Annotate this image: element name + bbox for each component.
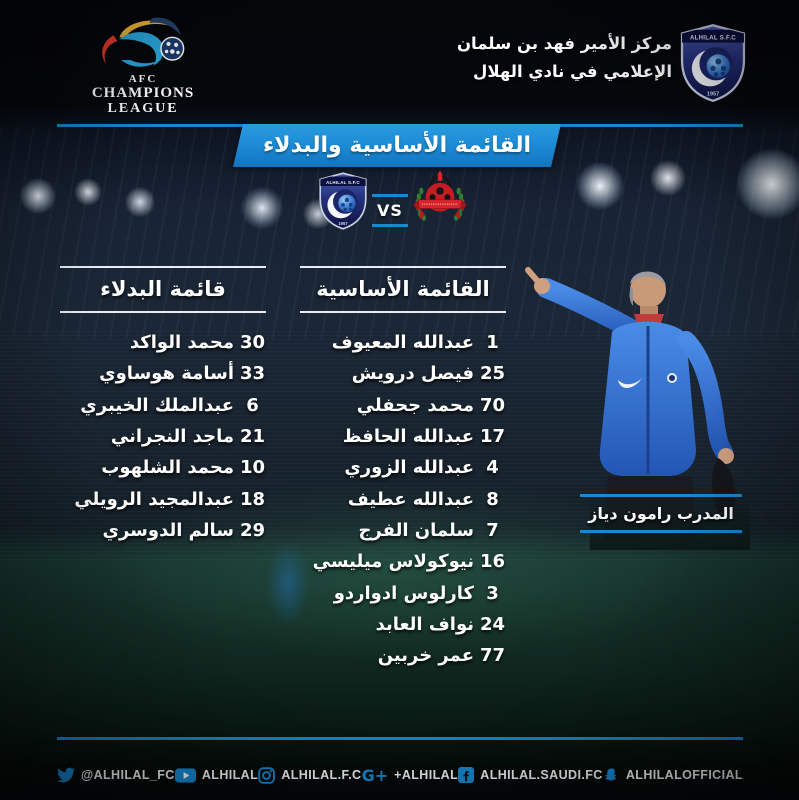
afc-logo-text-league: LEAGUE <box>107 101 179 116</box>
afc-swirl-icon <box>91 12 195 74</box>
player-row: 8 عبدالله عطيف <box>300 483 506 514</box>
player-number: 4 <box>486 457 499 479</box>
player-number: 25 <box>479 363 506 385</box>
instagram-icon <box>258 766 276 784</box>
media-center-line1: مركز الأمير فهد بن سلمان <box>456 34 672 53</box>
player-row: 24 نواف العابد <box>300 609 506 640</box>
player-number: 29 <box>239 519 266 541</box>
substitutes-rows: 30 محمد الواكد 33 أسامة هوساوي 6 عبدالملك ا… <box>60 327 266 546</box>
player-row: 29 سالم الدوسري <box>60 515 266 546</box>
player-number: 6 <box>246 394 259 416</box>
vs-bottom-bar <box>372 224 408 227</box>
social-handle: +ALHILAL <box>394 768 459 782</box>
player-name: سالم الدوسري <box>102 519 234 541</box>
player-row: 4 عبدالله الزوري <box>300 452 506 483</box>
player-number: 21 <box>239 426 266 448</box>
afc-logo-text-champions: CHAMPIONS <box>91 85 195 101</box>
player-name: نواف العابد <box>375 613 474 635</box>
social-bar: @ALHILAL_FC ALHILAL ALHILAL.F.C G+ +ALHI… <box>57 756 743 794</box>
player-number: 33 <box>239 363 266 385</box>
social-handle: ALHILAL.F.C <box>281 768 362 782</box>
social-handle: ALHILALOFFICIAL <box>625 768 743 782</box>
player-name: فيصل درويش <box>351 363 474 385</box>
googleplus-icon: G+ <box>361 765 389 785</box>
substitutes-title: قائمة البدلاء <box>60 266 266 313</box>
player-number: 1 <box>486 332 499 354</box>
player-name: كارلوس ادواردو <box>333 582 474 604</box>
player-name: سلمان الفرج <box>358 519 474 541</box>
player-name: عمر خربين <box>377 645 474 667</box>
media-center-line2: الإعلامي في نادي الهلال <box>473 62 672 81</box>
player-name: أسامة هوساوي <box>99 363 234 385</box>
social-item-youtube[interactable]: ALHILAL <box>174 767 259 783</box>
player-name: عبدالله الزوري <box>344 457 474 479</box>
player-number: 70 <box>479 394 506 416</box>
coach-label: المدرب رامون دياز <box>588 504 734 523</box>
player-row: 17 عبدالله الحافظ <box>300 421 506 452</box>
alhilal-crest-small <box>318 171 368 231</box>
social-handle: ALHILAL.SAUDI.FC <box>480 768 603 782</box>
player-row: 10 محمد الشلهوب <box>60 452 266 483</box>
facebook-icon <box>458 767 475 783</box>
player-row: 70 محمد جحفلي <box>300 390 506 421</box>
player-name: ماجد النجراني <box>110 426 234 448</box>
twitter-icon <box>57 766 75 784</box>
social-item-instagram[interactable]: ALHILAL.F.C <box>258 766 362 784</box>
social-handle: ALHILAL <box>201 768 259 782</box>
social-item-twitter[interactable]: @ALHILAL_FC <box>57 766 175 784</box>
coach-label-block: المدرب رامون دياز <box>580 494 742 533</box>
player-name: عبدالله الحافظ <box>342 426 474 448</box>
player-name: محمد الشلهوب <box>101 457 234 479</box>
starting-lineup-rows: 1 عبدالله المعيوف 25 فيصل درويش 70 محمد جحف… <box>300 327 506 671</box>
social-item-googleplus[interactable]: G+ +ALHILAL <box>362 766 459 785</box>
footer-divider-line <box>57 737 743 740</box>
player-row: 3 كارلوس ادواردو <box>300 577 506 608</box>
player-number: 10 <box>239 457 266 479</box>
player-name: عبدالله المعيوف <box>331 332 474 354</box>
opponent-crest <box>412 166 468 236</box>
player-name: نيوكولاس ميليسي <box>312 551 474 573</box>
starting-lineup-title: القائمة الأساسية <box>300 266 506 313</box>
afc-champions-league-logo: AFC CHAMPIONS LEAGUE <box>84 12 202 130</box>
afc-logo-text-afc: AFC <box>128 73 158 85</box>
social-item-snapchat[interactable]: ALHILALOFFICIAL <box>603 767 743 784</box>
player-number: 17 <box>479 426 506 448</box>
player-row: 16 نيوكولاس ميليسي <box>300 546 506 577</box>
player-number: 30 <box>239 332 266 354</box>
player-row: 77 عمر خربين <box>300 640 506 671</box>
player-row: 18 عبدالمجيد الرويلي <box>60 483 266 514</box>
player-name: محمد جحفلي <box>356 394 474 416</box>
player-name: محمد الواكد <box>129 332 234 354</box>
player-number: 3 <box>486 582 499 604</box>
coach-label-bottom-bar <box>580 530 742 533</box>
vs-label: VS <box>377 201 403 220</box>
player-row: 6 عبدالملك الخيبري <box>60 390 266 421</box>
player-name: عبدالله عطيف <box>347 488 474 510</box>
player-name: عبدالمجيد الرويلي <box>74 488 234 510</box>
player-number: 77 <box>479 645 506 667</box>
substitutes-list: قائمة البدلاء 30 محمد الواكد 33 أسامة هوسا… <box>60 266 266 546</box>
youtube-icon <box>174 767 196 783</box>
player-row: 30 محمد الواكد <box>60 327 266 358</box>
player-row: 33 أسامة هوساوي <box>60 358 266 389</box>
player-name: عبدالملك الخيبري <box>80 394 234 416</box>
snapchat-icon <box>603 767 620 784</box>
media-center-title: مركز الأمير فهد بن سلمان الإعلامي في ناد… <box>457 30 672 86</box>
title-banner-text: القائمة الأساسية والبدلاء <box>262 133 532 158</box>
player-row: 7 سلمان الفرج <box>300 515 506 546</box>
player-row: 1 عبدالله المعيوف <box>300 327 506 358</box>
starting-lineup-list: القائمة الأساسية 1 عبدالله المعيوف 25 فيصل… <box>300 266 506 671</box>
player-number: 24 <box>479 613 506 635</box>
alhilal-crest <box>679 22 747 104</box>
social-handle: @ALHILAL_FC <box>81 768 175 782</box>
player-number: 18 <box>239 488 266 510</box>
player-number: 16 <box>479 551 506 573</box>
social-item-facebook[interactable]: ALHILAL.SAUDI.FC <box>458 767 602 783</box>
player-number: 7 <box>486 519 499 541</box>
player-row: 25 فيصل درويش <box>300 358 506 389</box>
player-row: 21 ماجد النجراني <box>60 421 266 452</box>
vs-block: VS <box>371 194 409 227</box>
player-number: 8 <box>486 488 499 510</box>
